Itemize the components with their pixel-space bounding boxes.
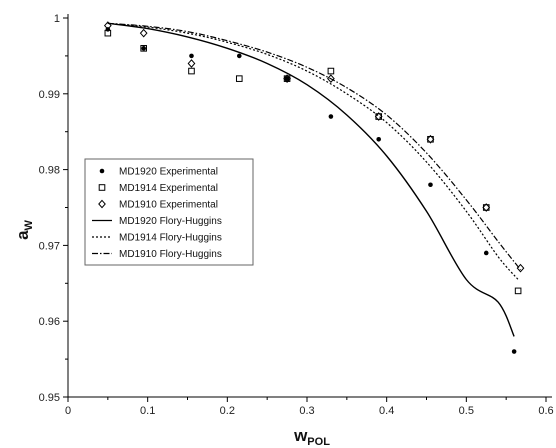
data-point (235, 75, 243, 82)
series-line (107, 22, 515, 337)
legend-label: MD1920 Flory-Huggins (119, 216, 222, 227)
data-point (189, 53, 194, 59)
data-point (187, 59, 196, 68)
y-tick-label: 0.96 (39, 316, 60, 328)
data-point (139, 28, 148, 38)
plot-frame (67, 14, 552, 398)
series-line (107, 22, 521, 271)
series-line (107, 22, 519, 280)
legend-box (84, 158, 254, 266)
data-point (236, 53, 242, 59)
data-point (104, 29, 112, 37)
x-tick-label: 0.1 (140, 405, 155, 417)
x-axis-title: wPOL (293, 426, 330, 448)
y-axis: 0.95 0.96 0.97 0.98 0.99 1 (39, 13, 68, 404)
y-axis-title-main: a (13, 230, 32, 240)
y-tick-label: 0.99 (39, 89, 60, 101)
y-tick-label: 1 (54, 13, 60, 25)
fit-curves (107, 22, 521, 337)
y-tick-label: 0.95 (39, 392, 60, 404)
data-point (327, 74, 335, 83)
legend: MD1920 Experimental MD1914 Experimental MD… (84, 158, 254, 266)
data-point (283, 74, 291, 83)
legend-label: MD1910 Experimental (119, 200, 218, 211)
data-point (284, 76, 290, 81)
data-point (514, 287, 522, 295)
y-tick-label: 0.97 (39, 240, 60, 252)
x-tick-label: 0.4 (379, 405, 394, 417)
data-point (103, 21, 112, 30)
legend-label: MD1920 Experimental (119, 167, 218, 178)
x-tick-label: 0.6 (538, 405, 553, 417)
data-points (103, 21, 525, 354)
x-tick-label: 0.2 (220, 405, 235, 417)
legend-label: MD1914 Flory-Huggins (119, 233, 222, 244)
data-point (328, 114, 334, 119)
x-axis-title-main: w (293, 426, 308, 445)
data-point (511, 349, 517, 354)
x-axis-title-subscript: POL (307, 436, 330, 448)
x-tick-label: 0 (65, 405, 71, 417)
data-point (140, 45, 147, 52)
y-axis-title: aW (13, 219, 35, 239)
data-point (426, 134, 435, 144)
data-point (376, 136, 382, 142)
legend-label: MD1914 Experimental (119, 183, 218, 194)
data-point (483, 250, 489, 256)
legend-marker (98, 199, 106, 209)
y-tick-label: 0.98 (39, 165, 60, 177)
data-point (482, 203, 491, 212)
legend-marker (99, 168, 105, 174)
x-axis: 0 0.1 0.2 0.3 0.4 0.5 0.6 (65, 397, 554, 417)
x-tick-label: 0.3 (299, 405, 314, 417)
legend-marker (98, 184, 106, 191)
data-point (516, 263, 525, 273)
data-point (141, 46, 146, 51)
y-axis-title-subscript: W (23, 219, 35, 230)
x-tick-label: 0.5 (459, 405, 474, 417)
data-point (374, 112, 383, 121)
legend-label: MD1910 Flory-Huggins (119, 249, 222, 260)
data-point (428, 182, 433, 188)
data-point (327, 67, 335, 75)
data-point (188, 67, 195, 75)
